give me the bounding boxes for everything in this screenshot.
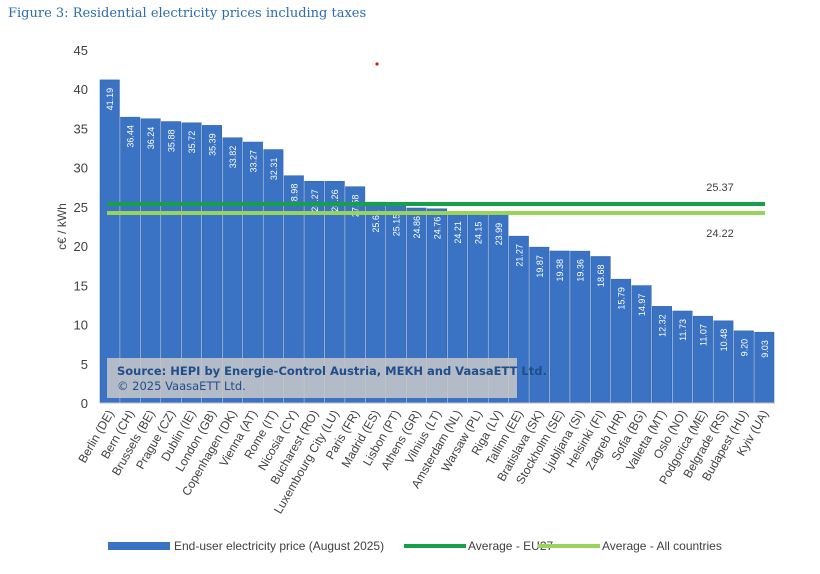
legend-label: End-user electricity price (August 2025) — [174, 539, 384, 553]
data-label: 32.31 — [269, 158, 279, 181]
y-axis-label: c€ / kWh — [55, 203, 69, 250]
data-label: 35.72 — [187, 131, 197, 154]
data-label: 15.79 — [617, 287, 627, 310]
data-label: 24.86 — [412, 216, 422, 239]
y-tick-label: 15 — [74, 278, 88, 293]
y-tick-label: 45 — [74, 43, 88, 58]
data-label: 11.07 — [698, 324, 708, 346]
data-label: 24.21 — [453, 221, 463, 244]
data-label: 9.03 — [760, 340, 770, 358]
data-label: 9.20 — [739, 339, 749, 357]
data-label: 19.38 — [555, 259, 565, 282]
data-label: 21.27 — [514, 244, 524, 267]
legend-label: Average - All countries — [602, 539, 722, 553]
chart-title: Figure 3: Residential electricity prices… — [8, 6, 367, 21]
data-label: 14.97 — [637, 294, 647, 317]
data-label: 23.99 — [494, 223, 504, 246]
data-label: 25.61 — [371, 210, 381, 233]
data-label: 33.27 — [248, 150, 258, 173]
data-label: 33.82 — [228, 146, 238, 169]
y-tick-label: 0 — [81, 396, 88, 411]
bar — [99, 79, 120, 404]
y-tick-label: 25 — [74, 200, 88, 215]
copyright-text: © 2025 VaasaETT Ltd. — [117, 379, 246, 393]
data-label: 10.48 — [719, 329, 729, 352]
y-tick-label: 30 — [74, 161, 88, 176]
data-label: 19.36 — [576, 259, 586, 282]
data-label: 36.24 — [146, 127, 156, 150]
red-dot-marker — [375, 62, 379, 66]
data-label: 35.39 — [208, 133, 218, 156]
y-tick-label: 40 — [74, 82, 88, 97]
data-label: 28.98 — [289, 184, 299, 207]
data-label: 24.76 — [433, 217, 443, 240]
y-tick-label: 20 — [74, 239, 88, 254]
data-label: 19.87 — [535, 255, 545, 278]
data-label: 18.68 — [596, 264, 606, 287]
y-tick-label: 5 — [81, 357, 88, 372]
y-tick-label: 35 — [74, 121, 88, 136]
data-label: 28.26 — [330, 189, 340, 212]
data-label: 35.88 — [167, 130, 177, 153]
legend-label: Average - EU27 — [468, 539, 553, 553]
data-label: 11.73 — [678, 319, 688, 341]
y-tick-label: 10 — [74, 318, 88, 333]
source-box — [107, 358, 517, 398]
average-label: 25.37 — [706, 182, 734, 194]
data-label: 12.32 — [658, 314, 668, 337]
data-label: 25.15 — [392, 214, 402, 237]
legend-swatch-bars — [108, 542, 170, 550]
source-text: Source: HEPI by Energie-Control Austria,… — [117, 364, 547, 378]
data-label: 36.44 — [126, 125, 136, 148]
data-label: 24.15 — [473, 222, 483, 245]
data-label: 41.19 — [105, 88, 115, 111]
data-label: 28.27 — [310, 189, 320, 212]
average-label: 24.22 — [706, 228, 734, 240]
